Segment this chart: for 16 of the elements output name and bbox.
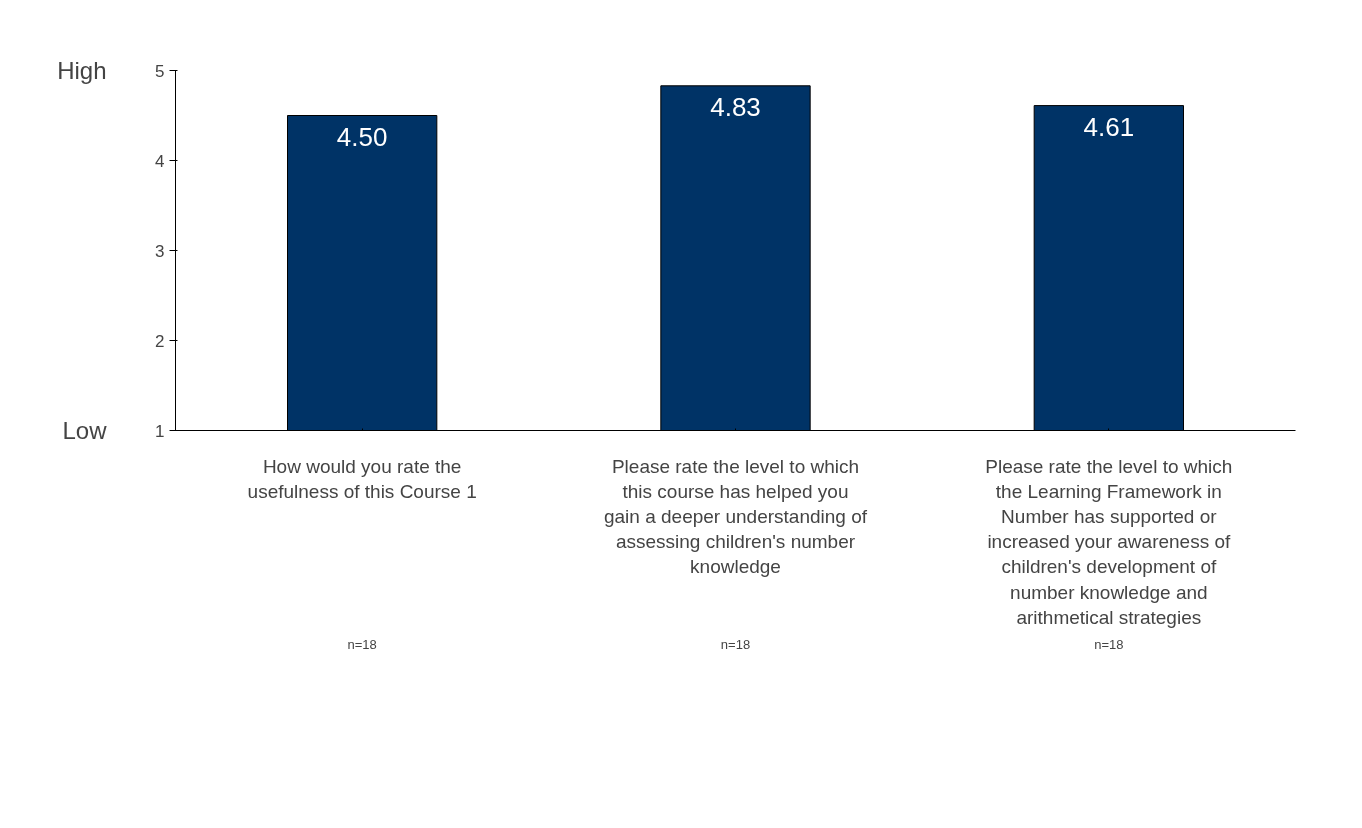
text: High [57,57,107,84]
x-tick-label: Please rate the level to which this course has helped you gain a deeper understanding of assessing children's number knowledge [603,455,868,578]
data-label: 4.61 [1083,111,1135,142]
data-label: 4.83 [710,91,761,122]
y-tick-label: 2 [155,331,165,351]
y-tick-label: 5 [155,61,165,81]
x-tick-label: How would you rate the usefulness of this Course 1 [247,455,477,502]
text: Low [62,417,108,444]
y-tick-label: 4 [155,151,165,171]
y-tick-label: 3 [155,241,165,261]
y-tick-label: 1 [155,421,165,441]
text: n=18 [720,636,751,652]
x-tick-label: Please rate the level to which the Learning Framework in Number has supported or increased your awareness of children's development of number knowledge and arithmetical strategies [985,455,1233,628]
text: n=18 [1094,636,1124,652]
text: n=18 [347,636,377,652]
data-label: 4.50 [336,121,388,152]
